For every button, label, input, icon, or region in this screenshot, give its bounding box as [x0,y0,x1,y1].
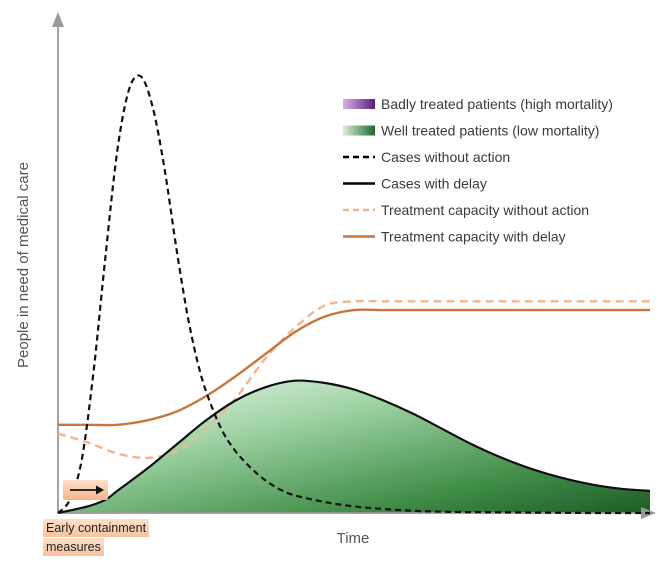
legend-label: Treatment capacity without action [381,202,589,218]
legend-item: Badly treated patients (high mortality) [343,96,613,112]
series-line-treatment-capacity-without-action [57,299,650,460]
legend-swatch [343,99,375,109]
annotation-line-2: measures [43,538,104,556]
arrow-right-icon [96,485,104,495]
legend-label: Cases with delay [381,176,487,192]
legend-item: Cases with delay [343,176,487,192]
legend-swatch [343,125,375,136]
legend-label: Cases without action [381,149,510,165]
early-containment-label: Early containment measures [43,519,150,557]
y-axis-title: People in need of medical care [15,162,32,368]
early-containment-arrow [63,480,108,500]
series-line-cases-without-action [57,74,651,515]
annotation-line-1: Early containment [43,519,150,537]
legend-label: Treatment capacity with delay [381,229,566,245]
legend-label: Badly treated patients (high mortality) [381,96,613,112]
legend: Badly treated patients (high mortality) W… [343,96,613,245]
x-axis-title: Time [337,530,370,547]
well-treated-area [58,380,650,513]
legend-item: Treatment capacity without action [343,202,589,218]
legend-item: Cases without action [343,149,510,165]
legend-item: Treatment capacity with delay [343,229,566,245]
series-line-cases-with-delay [57,379,651,515]
legend-item: Well treated patients (low mortality) [343,123,599,139]
series-line-treatment-capacity-with-delay [57,308,650,427]
y-axis-arrow-icon [52,12,64,27]
legend-label: Well treated patients (low mortality) [381,123,599,139]
